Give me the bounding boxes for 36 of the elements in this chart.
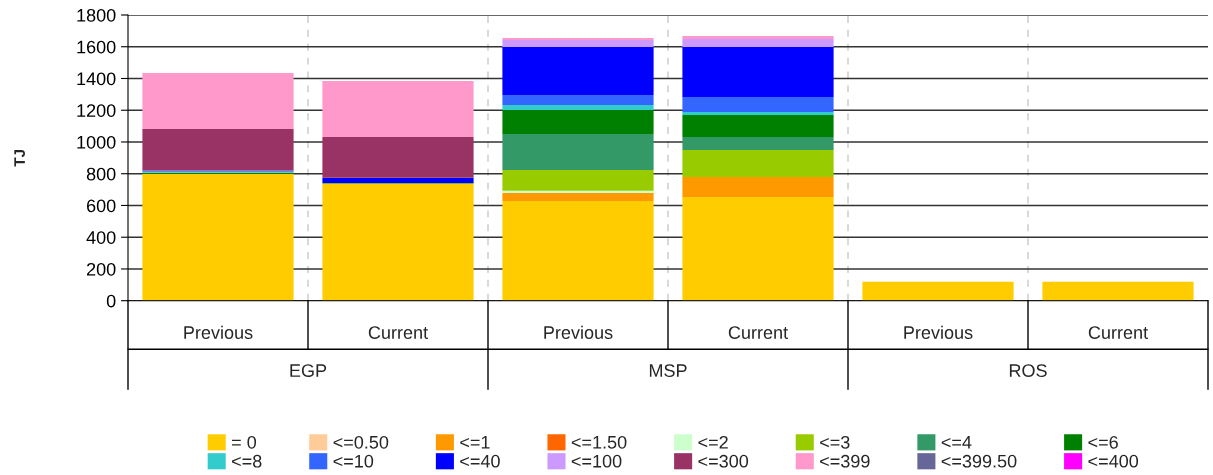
text: MSP [649, 364, 687, 377]
y-tick-label: 400 [86, 231, 116, 244]
legend-label: <=3 [820, 435, 850, 449]
legend-label: <=1 [460, 436, 490, 449]
legend-label: <=8 [232, 454, 262, 468]
x-tick-label: Previous [904, 325, 973, 339]
y-tick-label: 600 [86, 199, 116, 213]
y-tick-label: 0 [106, 294, 116, 308]
x-tick-label: Current [368, 326, 428, 339]
text: ROS [1009, 364, 1047, 377]
legend-label: <=399 [820, 454, 870, 468]
y-tick-label: 1800 [77, 8, 116, 22]
legend-label: <=10 [333, 454, 374, 468]
text: EGP [290, 364, 327, 377]
legend-label: <=2 [698, 435, 728, 449]
legend-label: <=1.50 [571, 435, 627, 449]
y-tick-label: 1000 [77, 135, 116, 149]
legend-label: = 0 [232, 435, 257, 449]
legend-label: <=300 [698, 454, 749, 468]
legend-label: <=399.50 [941, 454, 1017, 468]
y-tick-label: 800 [86, 167, 116, 181]
legend-label: <=100 [571, 454, 622, 468]
x-tick-label: Current [728, 326, 788, 339]
y-tick-label: 200 [86, 262, 116, 276]
x-tick-label: Current [1088, 326, 1148, 339]
y-axis-title: TJ [14, 149, 25, 167]
y-tick-label: 1400 [77, 72, 116, 86]
legend-label: <=400 [1088, 454, 1139, 468]
x-tick-label: Previous [184, 325, 253, 339]
legend-label: <=6 [1088, 435, 1118, 449]
x-tick-label: Previous [544, 325, 613, 339]
legend-label: <=40 [460, 454, 500, 468]
legend-label: <=0.50 [333, 435, 389, 449]
y-tick-label: 1200 [77, 104, 116, 117]
y-tick-label: 1600 [77, 40, 116, 54]
legend-label: <=4 [941, 436, 972, 449]
